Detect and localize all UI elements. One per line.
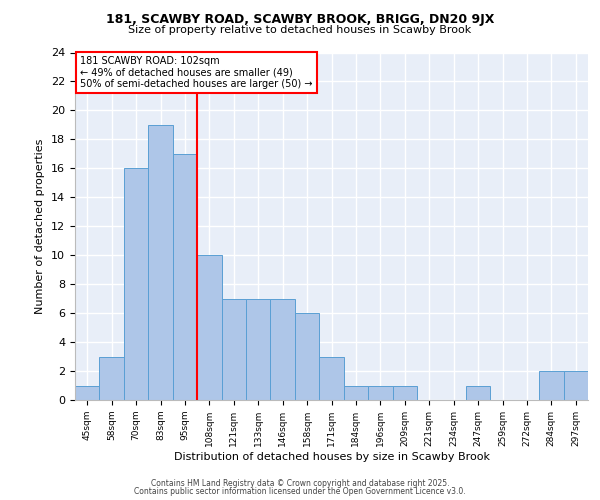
Bar — [539, 371, 563, 400]
Text: Contains public sector information licensed under the Open Government Licence v3: Contains public sector information licen… — [134, 488, 466, 496]
Bar — [221, 298, 246, 400]
Bar — [246, 298, 271, 400]
Bar — [75, 386, 100, 400]
Bar — [124, 168, 148, 400]
Text: Contains HM Land Registry data © Crown copyright and database right 2025.: Contains HM Land Registry data © Crown c… — [151, 478, 449, 488]
Bar — [466, 386, 490, 400]
Bar — [100, 356, 124, 400]
Y-axis label: Number of detached properties: Number of detached properties — [35, 138, 46, 314]
Bar — [148, 125, 173, 400]
Text: Size of property relative to detached houses in Scawby Brook: Size of property relative to detached ho… — [128, 25, 472, 35]
Text: 181 SCAWBY ROAD: 102sqm
← 49% of detached houses are smaller (49)
50% of semi-de: 181 SCAWBY ROAD: 102sqm ← 49% of detache… — [80, 56, 313, 89]
X-axis label: Distribution of detached houses by size in Scawby Brook: Distribution of detached houses by size … — [173, 452, 490, 462]
Bar — [173, 154, 197, 400]
Bar — [563, 371, 588, 400]
Bar — [319, 356, 344, 400]
Bar — [197, 255, 221, 400]
Text: 181, SCAWBY ROAD, SCAWBY BROOK, BRIGG, DN20 9JX: 181, SCAWBY ROAD, SCAWBY BROOK, BRIGG, D… — [106, 12, 494, 26]
Bar — [392, 386, 417, 400]
Bar — [368, 386, 392, 400]
Bar — [295, 313, 319, 400]
Bar — [344, 386, 368, 400]
Bar — [271, 298, 295, 400]
